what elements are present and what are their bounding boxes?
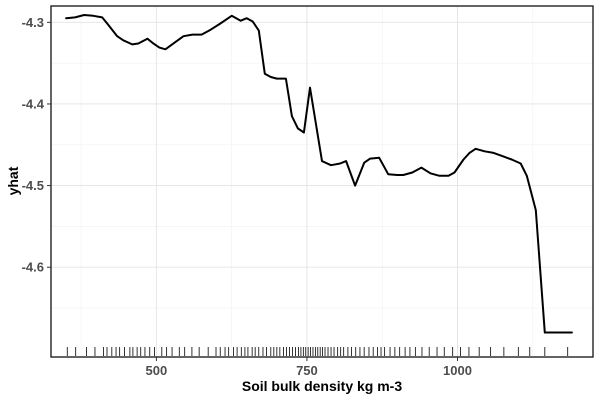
y-axis-title: yhat — [5, 166, 21, 195]
grid — [51, 6, 593, 357]
y-tick-label: -4.6 — [22, 260, 44, 275]
x-tick-label: 750 — [296, 363, 318, 378]
y-axis-ticks: -4.3 -4.4 -4.5 -4.6 — [22, 15, 51, 275]
rug — [66, 347, 569, 356]
x-axis-ticks: 500 750 1000 — [146, 357, 472, 378]
y-tick-label: -4.3 — [22, 15, 44, 30]
y-tick-label: -4.4 — [22, 96, 45, 111]
pdp-line — [65, 14, 573, 334]
x-axis-title: Soil bulk density kg m-3 — [242, 378, 402, 394]
x-tick-label: 1000 — [443, 363, 472, 378]
panel-border — [50, 5, 594, 358]
x-tick-label: 500 — [146, 363, 168, 378]
y-tick-label: -4.5 — [22, 178, 44, 193]
